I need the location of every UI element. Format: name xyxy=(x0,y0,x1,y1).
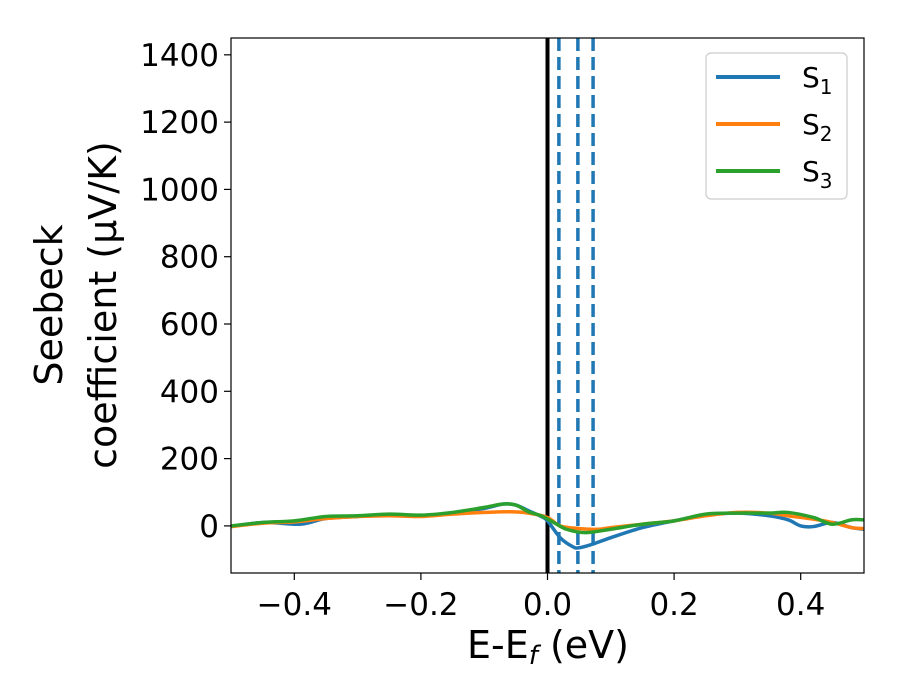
y-tick-label: 1400 xyxy=(140,38,219,74)
series-lines xyxy=(231,502,864,550)
y-tick-label: 200 xyxy=(160,442,219,478)
x-tick-label: 0.0 xyxy=(523,587,572,623)
legend-label-s1: S1 xyxy=(802,61,833,99)
y-tick-label: 400 xyxy=(160,374,219,410)
y-tick-label: 800 xyxy=(160,240,219,276)
legend-label-s3: S3 xyxy=(802,155,833,193)
y-axis-ticks: 0 200 400 600 800 1000 1200 1400 xyxy=(140,38,231,545)
x-tick-label: −0.4 xyxy=(257,587,332,623)
vertical-reference-lines xyxy=(545,38,595,573)
x-tick-label: 0.2 xyxy=(649,587,698,623)
legend: S1 S2 S3 xyxy=(705,52,848,200)
x-axis-label: E-Ef (eV) xyxy=(467,623,629,671)
y-tick-label: 600 xyxy=(160,307,219,343)
y-axis-label-line1: Seebeck xyxy=(27,224,71,385)
x-tick-label: −0.2 xyxy=(383,587,458,623)
y-tick-label: 1200 xyxy=(140,105,219,141)
y-tick-label: 0 xyxy=(199,509,219,545)
y-axis-label-line2: coefficient (μV/K) xyxy=(81,141,125,469)
x-axis-label-unit: (eV) xyxy=(538,623,629,667)
legend-label-s2: S2 xyxy=(802,108,833,146)
x-axis-ticks: −0.4 −0.2 0.0 0.2 0.4 xyxy=(257,573,825,623)
y-tick-label: 1000 xyxy=(140,172,219,208)
series-line-s3 xyxy=(231,502,864,535)
x-tick-label: 0.4 xyxy=(776,587,825,623)
x-axis-label-main: E-E xyxy=(467,623,529,667)
y-axis-label: Seebeck coefficient (μV/K) xyxy=(27,141,125,469)
plot-data-layer xyxy=(231,38,864,573)
